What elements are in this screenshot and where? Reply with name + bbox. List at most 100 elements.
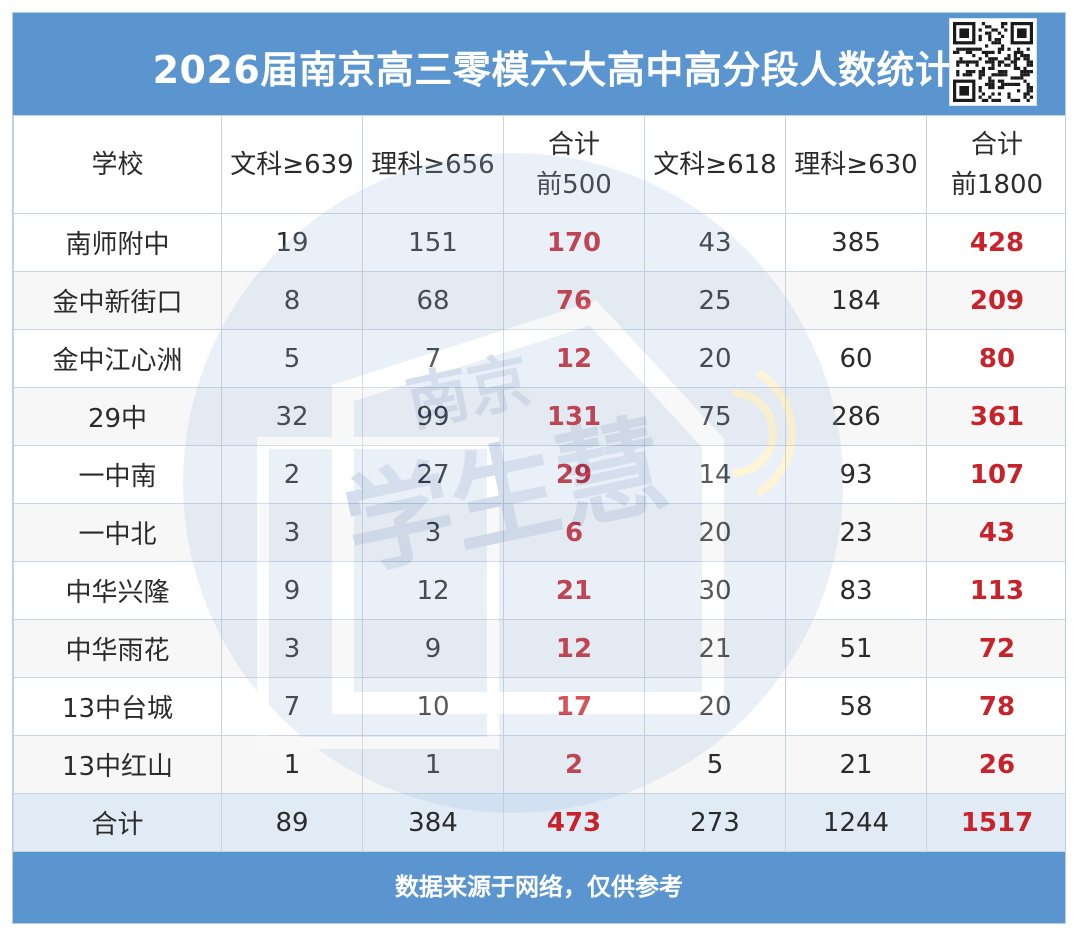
count-cell: 58 — [785, 677, 927, 736]
stats-card: 2026届南京高三零模六大高中高分段人数统计 学校 文科≥639 理科≥656 合计前… — [12, 12, 1066, 924]
table-row: 一中北 3 3 6 20 23 43 — [13, 503, 1065, 562]
table-row: 中华雨花 3 9 12 21 51 72 — [13, 619, 1065, 678]
subtotal-cell: 21 — [503, 561, 645, 620]
school-cell: 29中 — [13, 387, 222, 446]
table-row: 中华兴隆 9 12 21 30 83 113 — [13, 561, 1065, 620]
column-header: 理科≥656 — [362, 115, 504, 214]
count-cell: 384 — [362, 793, 504, 852]
count-cell: 3 — [221, 619, 363, 678]
subtotal-cell: 209 — [926, 271, 1065, 330]
column-header: 合计 前1800 — [926, 115, 1065, 214]
count-cell: 89 — [221, 793, 363, 852]
subtotal-cell: 1517 — [926, 793, 1065, 852]
subtotal-cell: 17 — [503, 677, 645, 736]
count-cell: 60 — [785, 329, 927, 388]
subtotal-cell: 131 — [503, 387, 645, 446]
count-cell: 3 — [221, 503, 363, 562]
subtotal-cell: 12 — [503, 619, 645, 678]
subtotal-cell: 78 — [926, 677, 1065, 736]
count-cell: 21 — [644, 619, 786, 678]
count-cell: 68 — [362, 271, 504, 330]
school-cell: 金中江心洲 — [13, 329, 222, 388]
count-cell: 286 — [785, 387, 927, 446]
subtotal-cell: 29 — [503, 445, 645, 504]
count-cell: 75 — [644, 387, 786, 446]
count-cell: 5 — [221, 329, 363, 388]
count-cell: 151 — [362, 213, 504, 272]
count-cell: 7 — [221, 677, 363, 736]
count-cell: 9 — [221, 561, 363, 620]
table-row: 13中红山 1 1 2 5 21 26 — [13, 735, 1065, 794]
column-header-line: 理科≥630 — [794, 149, 918, 180]
count-cell: 184 — [785, 271, 927, 330]
column-header: 文科≥639 — [221, 115, 363, 214]
school-cell: 13中台城 — [13, 677, 222, 736]
score-table: 学校 文科≥639 理科≥656 合计 前500 文科≥618 理科≥630 合计 前1800 … — [13, 115, 1065, 852]
column-header-line: 文科≥618 — [653, 149, 777, 180]
count-cell: 1 — [362, 735, 504, 794]
page-title: 2026届南京高三零模六大高中高分段人数统计 — [152, 48, 954, 92]
count-cell: 43 — [644, 213, 786, 272]
subtotal-cell: 170 — [503, 213, 645, 272]
school-cell: 一中南 — [13, 445, 222, 504]
school-cell: 13中红山 — [13, 735, 222, 794]
count-cell: 12 — [362, 561, 504, 620]
count-cell: 19 — [221, 213, 363, 272]
subtotal-cell: 6 — [503, 503, 645, 562]
column-header-line: 合计 — [970, 129, 1023, 160]
subtotal-cell: 107 — [926, 445, 1065, 504]
table-header-row: 学校 文科≥639 理科≥656 合计前500 文科≥618 理科≥630 合计 前1800 — [13, 115, 1065, 214]
count-cell: 83 — [785, 561, 927, 620]
subtotal-cell: 113 — [926, 561, 1065, 620]
column-header-line: 学校 — [91, 149, 144, 180]
subtotal-cell: 12 — [503, 329, 645, 388]
subtotal-cell: 72 — [926, 619, 1065, 678]
count-cell: 2 — [221, 445, 363, 504]
column-header-line: 前500 — [536, 169, 612, 200]
subtotal-cell: 2 — [503, 735, 645, 794]
subtotal-cell: 26 — [926, 735, 1065, 794]
count-cell: 1 — [221, 735, 363, 794]
count-cell: 32 — [221, 387, 363, 446]
column-header: 文科≥618 — [644, 115, 786, 214]
column-header: 合计前500 — [503, 115, 645, 214]
count-cell: 8 — [221, 271, 363, 330]
column-header-line: 理科≥656 — [371, 149, 495, 180]
count-cell: 9 — [362, 619, 504, 678]
count-cell: 14 — [644, 445, 786, 504]
school-cell: 金中新街口 — [13, 271, 222, 330]
column-header: 理科≥630 — [785, 115, 927, 214]
count-cell: 1244 — [785, 793, 927, 852]
table-row: 29中 32 99 131 75 286 361 — [13, 387, 1065, 446]
count-cell: 3 — [362, 503, 504, 562]
source-note: 数据来源于网络，仅供参考 — [13, 852, 1065, 923]
count-cell: 10 — [362, 677, 504, 736]
count-cell: 20 — [644, 329, 786, 388]
column-header-line: 合计 — [547, 129, 600, 160]
subtotal-cell: 428 — [926, 213, 1065, 272]
qr-code-icon — [949, 18, 1037, 106]
total-row: 合计 89 384 473 273 1244 1517 — [13, 793, 1065, 852]
count-cell: 385 — [785, 213, 927, 272]
subtotal-cell: 473 — [503, 793, 645, 852]
count-cell: 51 — [785, 619, 927, 678]
subtotal-cell: 80 — [926, 329, 1065, 388]
school-cell: 一中北 — [13, 503, 222, 562]
count-cell: 23 — [785, 503, 927, 562]
count-cell: 273 — [644, 793, 786, 852]
column-header: 学校 — [13, 115, 222, 214]
column-header-line: 文科≥639 — [230, 149, 354, 180]
count-cell: 93 — [785, 445, 927, 504]
subtotal-cell: 43 — [926, 503, 1065, 562]
subtotal-cell: 361 — [926, 387, 1065, 446]
count-cell: 27 — [362, 445, 504, 504]
school-cell: 中华兴隆 — [13, 561, 222, 620]
table-row: 南师附中 19 151 170 43 385 428 — [13, 213, 1065, 272]
school-cell: 合计 — [13, 793, 222, 852]
count-cell: 21 — [785, 735, 927, 794]
count-cell: 25 — [644, 271, 786, 330]
title-banner: 2026届南京高三零模六大高中高分段人数统计 — [13, 13, 1065, 115]
count-cell: 30 — [644, 561, 786, 620]
count-cell: 5 — [644, 735, 786, 794]
count-cell: 99 — [362, 387, 504, 446]
